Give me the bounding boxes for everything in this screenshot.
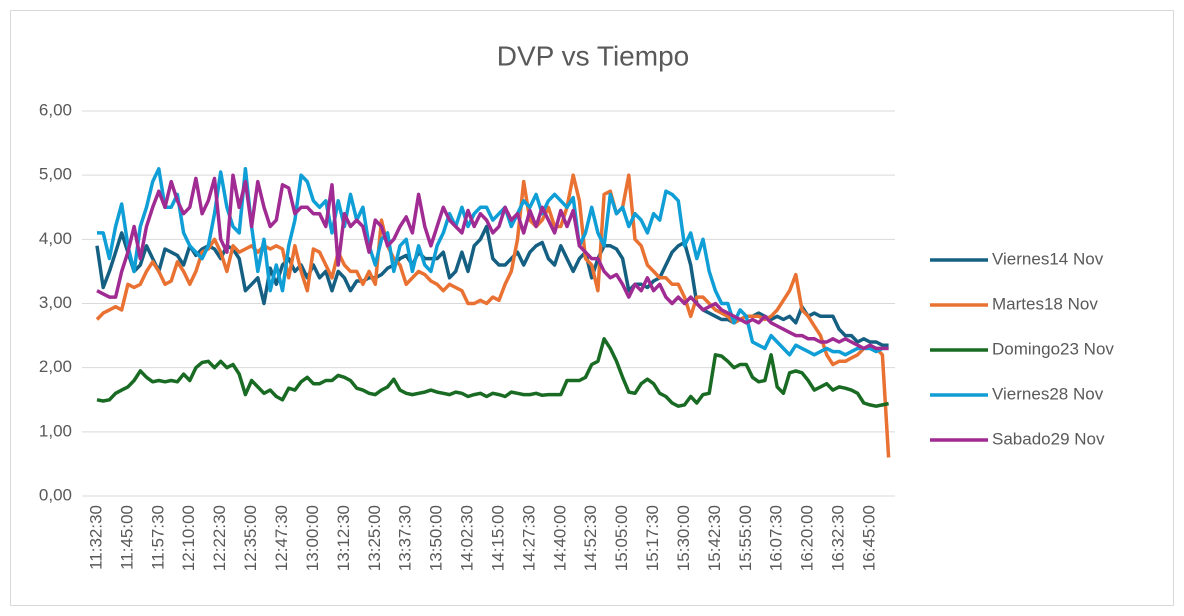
x-tick-label: 16:20:00 xyxy=(798,505,817,571)
legend-label: Domingo23 Nov xyxy=(992,339,1114,358)
x-tick-label: 12:10:00 xyxy=(179,505,198,571)
y-tick-label: 1,00 xyxy=(39,421,72,440)
x-tick-label: 14:52:30 xyxy=(581,505,600,571)
x-tick-label: 15:05:00 xyxy=(612,505,631,571)
x-tick-label: 15:17:30 xyxy=(643,505,662,571)
x-tick-label: 11:45:00 xyxy=(117,505,136,570)
x-tick-label: 13:37:30 xyxy=(396,505,415,571)
x-tick-label: 14:40:00 xyxy=(550,505,569,571)
series-line xyxy=(96,337,889,408)
series-line xyxy=(95,173,891,458)
x-tick-label: 12:47:30 xyxy=(272,505,291,571)
x-tick-label: 14:27:30 xyxy=(519,505,538,571)
x-tick-label: 16:45:00 xyxy=(859,505,878,571)
x-tick-label: 14:02:30 xyxy=(458,505,477,571)
y-tick-label: 0,00 xyxy=(39,485,72,504)
x-tick-label: 14:15:00 xyxy=(488,505,507,571)
y-tick-label: 6,00 xyxy=(39,100,72,119)
x-tick-label: 13:00:00 xyxy=(303,505,322,571)
legend-label: Viernes14 Nov xyxy=(992,249,1104,268)
x-tick-label: 13:12:30 xyxy=(334,505,353,571)
y-tick-label: 4,00 xyxy=(39,229,72,248)
y-tick-label: 2,00 xyxy=(39,357,72,376)
legend-label: Sabado29 Nov xyxy=(992,429,1105,448)
x-tick-label: 15:30:00 xyxy=(674,505,693,571)
x-tick-label: 13:50:00 xyxy=(427,505,446,571)
x-tick-label: 11:32:30 xyxy=(86,505,105,570)
x-tick-label: 11:57:30 xyxy=(148,505,167,570)
chart-frame xyxy=(10,10,1174,606)
legend-label: Viernes28 Nov xyxy=(992,384,1104,403)
x-tick-label: 13:25:00 xyxy=(365,505,384,571)
x-tick-label: 12:35:00 xyxy=(241,505,260,571)
x-tick-label: 16:07:30 xyxy=(767,505,786,571)
x-tick-label: 12:22:30 xyxy=(210,505,229,571)
x-tick-label: 15:42:30 xyxy=(705,505,724,571)
y-tick-label: 5,00 xyxy=(39,165,72,184)
x-tick-label: 16:32:30 xyxy=(829,505,848,571)
chart-title: DVP vs Tiempo xyxy=(497,40,689,71)
legend-label: Martes18 Nov xyxy=(992,294,1098,313)
x-tick-label: 15:55:00 xyxy=(736,505,755,571)
series-line xyxy=(96,173,889,351)
y-tick-label: 3,00 xyxy=(39,293,72,312)
